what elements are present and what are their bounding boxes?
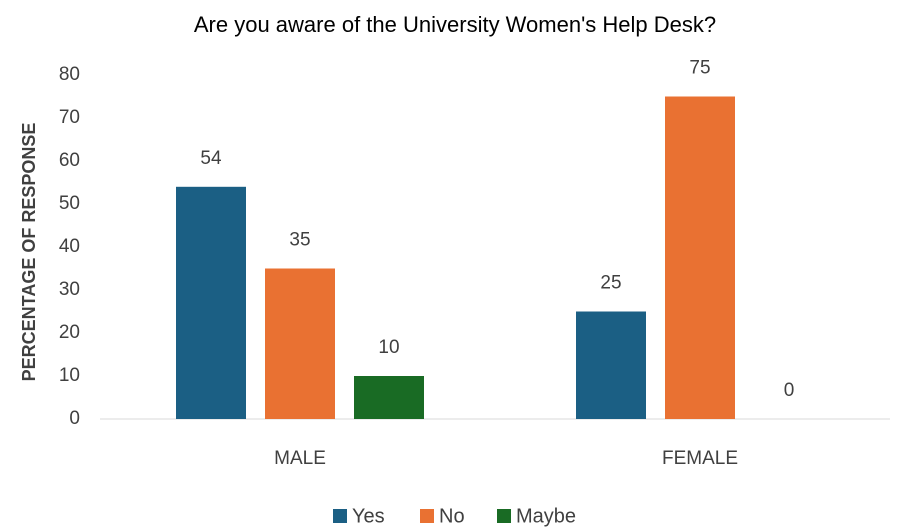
y-tick-label: 80 <box>59 64 80 85</box>
data-label: 35 <box>289 230 310 251</box>
y-tick-label: 30 <box>59 279 80 300</box>
y-tick-label: 20 <box>59 322 80 343</box>
y-tick-label: 60 <box>59 150 80 171</box>
legend-swatch <box>420 509 434 523</box>
data-label: 54 <box>200 148 222 169</box>
bar <box>354 376 424 419</box>
data-label: 0 <box>784 380 795 401</box>
y-tick-label: 0 <box>69 408 80 429</box>
x-tick-label: MALE <box>274 448 326 469</box>
bar <box>665 96 735 419</box>
y-tick-label: 40 <box>59 236 80 257</box>
legend-label: Maybe <box>516 505 576 527</box>
bar <box>576 311 646 419</box>
y-tick-label: 50 <box>59 193 80 214</box>
x-tick-label: FEMALE <box>662 448 738 469</box>
data-label: 10 <box>378 337 399 358</box>
bar <box>176 186 246 419</box>
legend-swatch <box>333 509 347 523</box>
chart-title: Are you aware of the University Women's … <box>194 12 716 37</box>
y-tick-label: 10 <box>59 365 80 386</box>
bar <box>265 268 335 419</box>
y-tick-label: 70 <box>59 107 80 128</box>
legend-swatch <box>497 509 511 523</box>
legend-label: No <box>439 505 465 527</box>
y-axis-label: PERCENTAGE OF RESPONSE <box>19 123 39 382</box>
data-label: 25 <box>600 273 621 294</box>
data-label: 75 <box>689 58 710 79</box>
legend-label: Yes <box>352 505 385 527</box>
